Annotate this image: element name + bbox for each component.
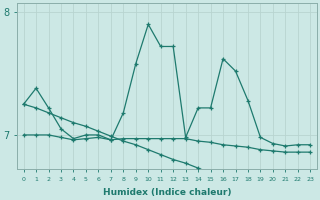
X-axis label: Humidex (Indice chaleur): Humidex (Indice chaleur) [103, 188, 231, 197]
